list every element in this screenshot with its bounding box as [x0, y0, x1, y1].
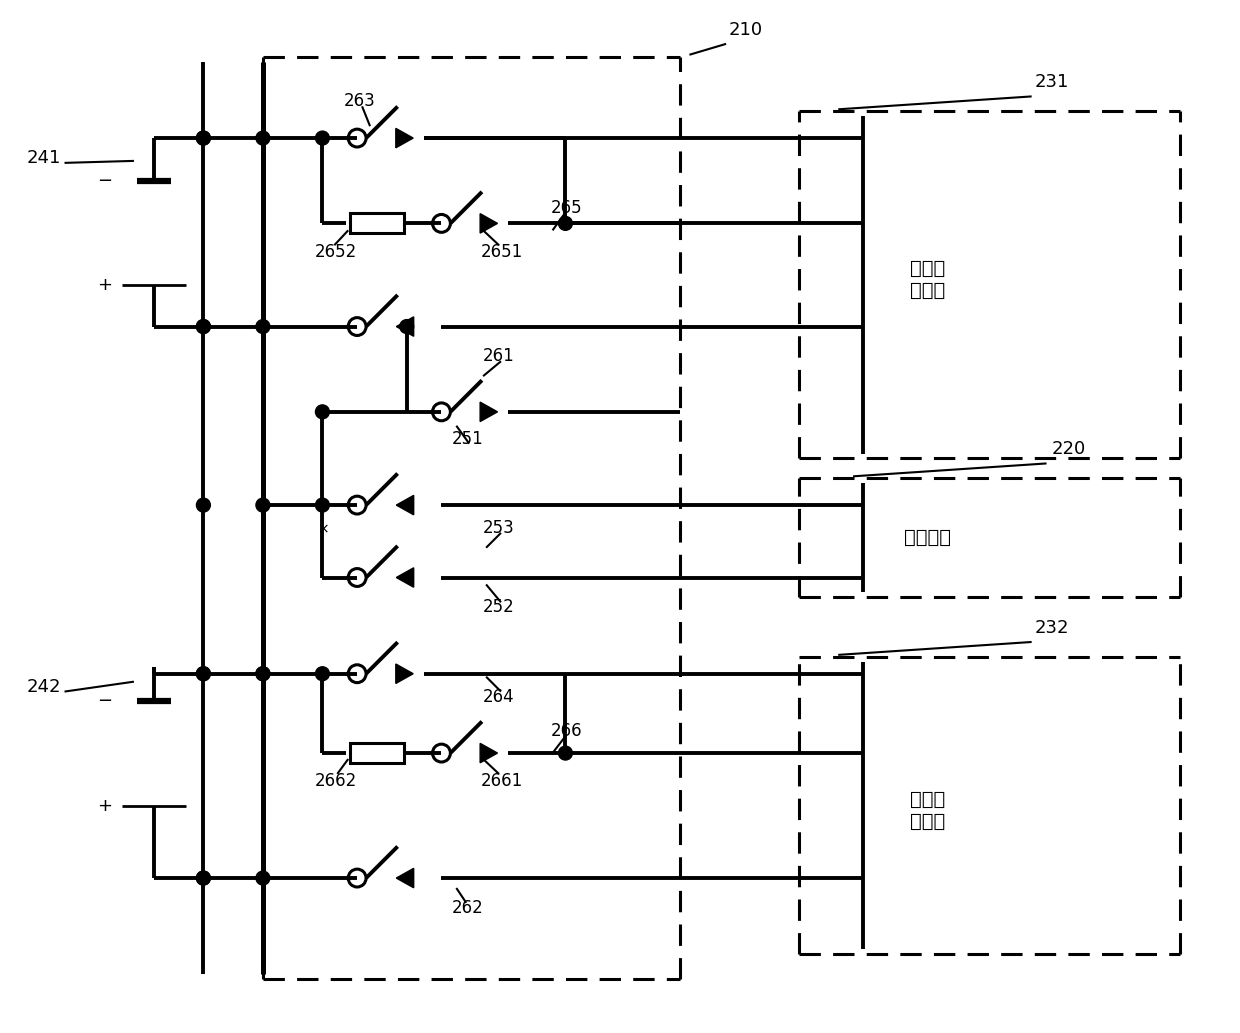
- Text: +: +: [97, 796, 112, 815]
- Text: 261: 261: [484, 347, 515, 366]
- Text: 第一用
电接口: 第一用 电接口: [910, 259, 945, 301]
- Text: 充电接口: 充电接口: [904, 528, 951, 547]
- Circle shape: [255, 666, 270, 681]
- Polygon shape: [397, 869, 414, 887]
- Text: 2651: 2651: [481, 243, 523, 261]
- Circle shape: [196, 666, 211, 681]
- Circle shape: [315, 666, 330, 681]
- Circle shape: [315, 498, 330, 512]
- Text: −: −: [97, 171, 112, 190]
- Text: 第一用
电接口: 第一用 电接口: [910, 790, 945, 832]
- Bar: [350, 743, 404, 763]
- Circle shape: [255, 131, 270, 145]
- Circle shape: [196, 871, 211, 885]
- Circle shape: [196, 498, 211, 512]
- Circle shape: [315, 131, 330, 145]
- Circle shape: [196, 319, 211, 334]
- Text: 2661: 2661: [481, 772, 523, 790]
- Circle shape: [255, 666, 270, 681]
- Text: 242: 242: [27, 678, 61, 695]
- Circle shape: [558, 217, 573, 230]
- Polygon shape: [480, 744, 497, 762]
- Polygon shape: [396, 664, 413, 684]
- Circle shape: [399, 319, 414, 334]
- Polygon shape: [480, 402, 497, 421]
- Polygon shape: [397, 568, 414, 587]
- Text: 265: 265: [551, 198, 583, 217]
- Text: 2652: 2652: [315, 243, 357, 261]
- Text: 262: 262: [451, 899, 484, 917]
- Circle shape: [255, 319, 270, 334]
- Text: 232: 232: [1034, 619, 1069, 637]
- Circle shape: [196, 131, 211, 145]
- Circle shape: [255, 871, 270, 885]
- Text: 231: 231: [1034, 73, 1069, 92]
- Text: 252: 252: [484, 598, 515, 617]
- Text: −: −: [97, 692, 112, 711]
- Circle shape: [196, 131, 211, 145]
- Text: 266: 266: [551, 722, 583, 741]
- Text: 220: 220: [1052, 440, 1086, 459]
- Polygon shape: [480, 214, 497, 233]
- Text: 251: 251: [451, 430, 484, 447]
- Text: 253: 253: [484, 519, 515, 537]
- Text: 263: 263: [345, 92, 376, 111]
- Circle shape: [255, 498, 270, 512]
- Circle shape: [558, 746, 573, 760]
- Text: 210: 210: [729, 21, 764, 39]
- Circle shape: [315, 405, 330, 418]
- Polygon shape: [397, 496, 414, 514]
- Text: +: +: [97, 276, 112, 293]
- Bar: [350, 214, 404, 233]
- Text: 2662: 2662: [315, 772, 357, 790]
- Circle shape: [196, 871, 211, 885]
- Polygon shape: [396, 128, 413, 148]
- Text: ×: ×: [316, 523, 329, 537]
- Text: 264: 264: [484, 688, 515, 706]
- Circle shape: [196, 319, 211, 334]
- Polygon shape: [397, 317, 414, 337]
- Circle shape: [196, 666, 211, 681]
- Text: 241: 241: [27, 149, 61, 167]
